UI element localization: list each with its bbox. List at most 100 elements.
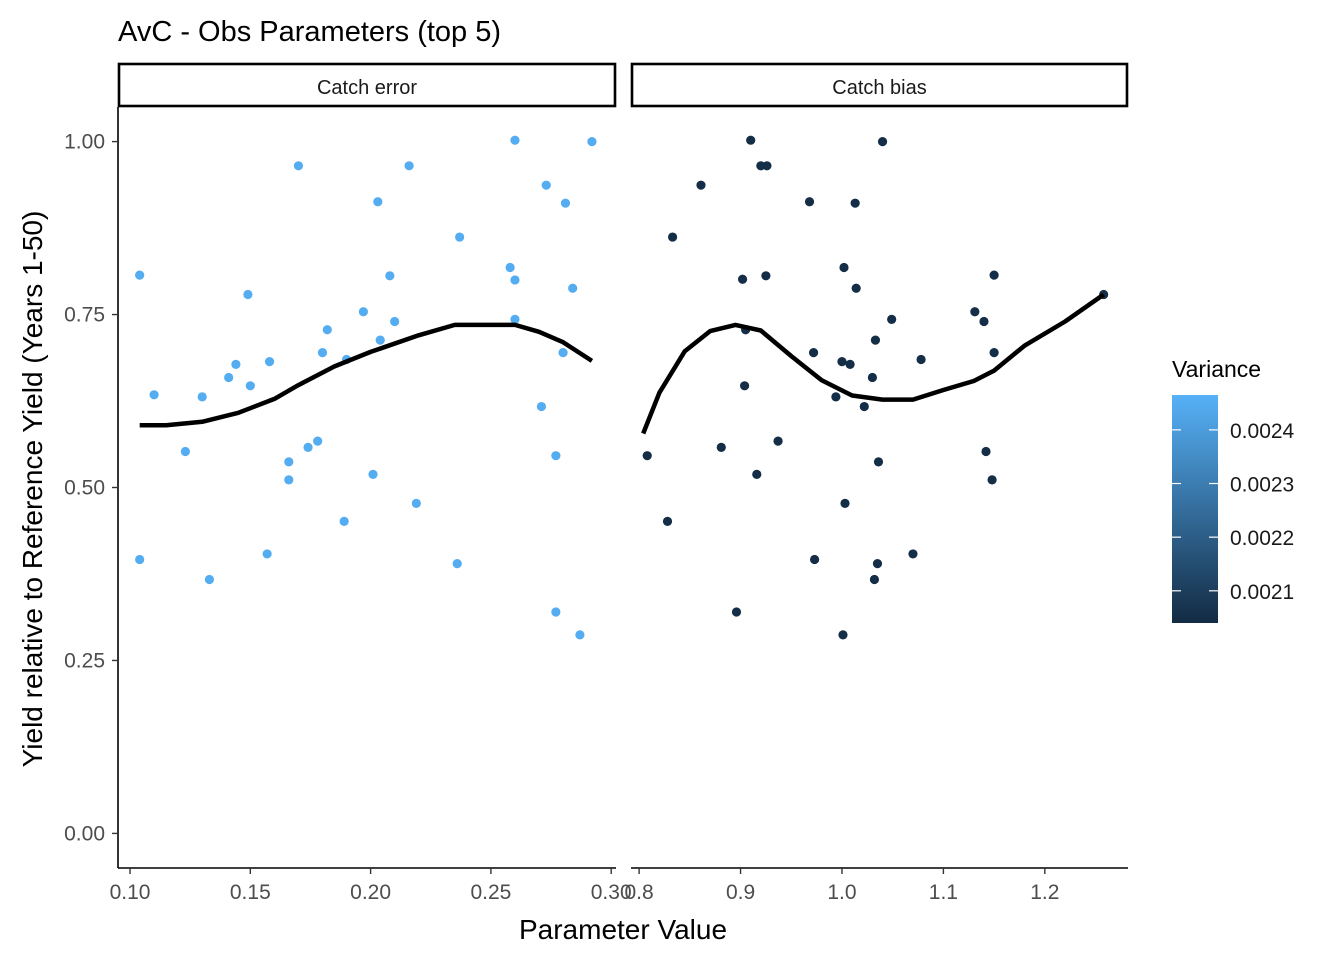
data-point (979, 316, 989, 327)
x-tick-label: 0.15 (230, 881, 271, 904)
data-point (989, 347, 999, 358)
data-point (264, 356, 275, 367)
data-point (870, 335, 881, 345)
data-point (773, 436, 783, 446)
data-point (510, 135, 520, 145)
data-point (762, 161, 772, 171)
y-axis-title: Yield relative to Reference Yield (Years… (17, 211, 48, 768)
data-point (740, 381, 750, 391)
facet-panel-1: Catch error 0.10 0.15 0.20 0.25 0.30 (110, 62, 632, 904)
data-point (908, 549, 918, 559)
legend-ticks: 0.0021 0.0022 0.0023 0.0024 (1172, 420, 1295, 604)
x-tick-label: 0.10 (110, 881, 151, 904)
y-tick-label: 0.75 (64, 304, 105, 327)
data-point (245, 381, 255, 391)
data-point (887, 314, 897, 324)
data-point (970, 307, 980, 317)
legend-tick-label: 0.0021 (1230, 581, 1294, 604)
data-point (877, 136, 888, 147)
data-point (204, 574, 215, 585)
data-point (455, 232, 465, 242)
data-point (373, 197, 383, 207)
legend-tick-label: 0.0023 (1230, 474, 1294, 497)
data-point (851, 283, 861, 293)
data-point (838, 630, 848, 640)
x-tick-label: 0.25 (470, 881, 511, 904)
data-point (135, 270, 145, 280)
data-point (859, 401, 869, 412)
data-point (551, 451, 561, 461)
data-point (667, 232, 678, 242)
data-point (808, 347, 819, 358)
data-point (981, 446, 991, 457)
legend-tick-label: 0.0022 (1230, 527, 1294, 550)
x-tick-label: 0.8 (625, 881, 654, 904)
data-point (845, 359, 855, 369)
y-tick-label: 1.00 (64, 131, 105, 154)
x-tick-label: 1.0 (827, 881, 856, 904)
data-point (317, 347, 328, 358)
smooth-line (641, 292, 1105, 435)
data-point (696, 180, 706, 190)
data-point (737, 274, 748, 284)
data-point (322, 325, 332, 335)
data-point (642, 451, 652, 461)
data-point (536, 401, 547, 412)
data-point (180, 446, 190, 457)
data-point (243, 289, 253, 300)
data-point (746, 135, 756, 145)
data-point (831, 392, 841, 402)
data-point (303, 442, 313, 452)
data-point (809, 554, 820, 565)
data-point (313, 436, 323, 446)
data-point (368, 469, 378, 479)
data-point (867, 372, 878, 383)
data-point (587, 136, 597, 147)
data-point (987, 475, 997, 485)
facet-panel-2: Catch bias 0.8 0.9 1.0 1.1 1.2 (625, 62, 1129, 904)
data-point (752, 469, 762, 479)
x-tick-label: 1.2 (1030, 881, 1059, 904)
data-point (873, 457, 884, 467)
data-point (404, 161, 414, 171)
data-point (510, 275, 520, 285)
y-tick-label: 0.50 (64, 477, 105, 500)
data-point (510, 314, 520, 324)
facet-strip (117, 62, 617, 108)
data-point (293, 161, 304, 171)
x-tick-label: 0.30 (591, 881, 632, 904)
data-point (916, 354, 926, 365)
data-point (558, 347, 568, 358)
data-point (284, 475, 294, 485)
data-point (135, 554, 145, 565)
data-point (339, 516, 349, 526)
data-point (837, 356, 847, 367)
data-point (839, 262, 849, 273)
data-point (284, 457, 294, 467)
facet-strip-label: Catch bias (832, 77, 927, 99)
data-point (411, 498, 421, 509)
data-point (850, 198, 860, 208)
data-point (761, 271, 771, 281)
data-point (224, 372, 234, 383)
x-tick-label: 0.9 (726, 881, 755, 904)
data-point (197, 392, 207, 402)
legend-title: Variance (1172, 356, 1261, 382)
chart-title: AvC - Obs Parameters (top 5) (118, 16, 501, 48)
data-point (731, 607, 742, 617)
data-point (505, 262, 515, 273)
data-point (989, 270, 999, 280)
data-point (541, 180, 551, 190)
data-point (385, 271, 395, 281)
data-point (375, 335, 385, 345)
y-axis: 0.00 0.25 0.50 0.75 1.00 (64, 107, 119, 868)
data-point (568, 283, 578, 293)
data-point (575, 630, 585, 640)
facet-strip (630, 62, 1129, 108)
data-point (390, 316, 400, 327)
data-point (804, 197, 815, 207)
data-point (560, 198, 571, 208)
facet-strip-label: Catch error (317, 77, 417, 99)
